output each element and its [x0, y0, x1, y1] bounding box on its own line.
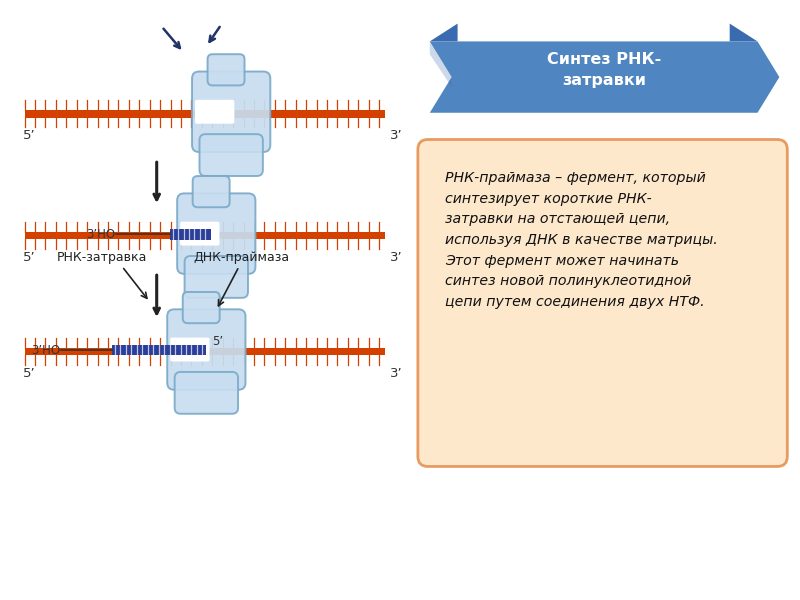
FancyBboxPatch shape [180, 221, 219, 245]
Bar [25, 348, 385, 355]
Text: 3’НО: 3’НО [86, 227, 115, 241]
FancyBboxPatch shape [418, 140, 787, 466]
FancyBboxPatch shape [174, 372, 238, 414]
Text: 3’: 3’ [390, 251, 402, 264]
Polygon shape [430, 23, 458, 41]
Bar [25, 232, 385, 239]
Polygon shape [430, 41, 452, 87]
Text: Синтез РНК-
затравки: Синтез РНК- затравки [547, 52, 662, 88]
FancyBboxPatch shape [207, 54, 245, 85]
FancyBboxPatch shape [192, 71, 270, 152]
FancyBboxPatch shape [167, 310, 246, 390]
Text: РНК-затравка: РНК-затравка [57, 251, 147, 265]
Bar [112, 344, 206, 355]
FancyBboxPatch shape [177, 193, 255, 274]
Text: 3’: 3’ [390, 367, 402, 380]
Bar [25, 110, 385, 118]
Polygon shape [730, 23, 758, 41]
FancyBboxPatch shape [195, 100, 234, 124]
Text: 5’: 5’ [22, 367, 35, 380]
FancyBboxPatch shape [182, 292, 220, 323]
Bar [170, 229, 211, 239]
Text: ДНК-праймаза: ДНК-праймаза [193, 251, 289, 265]
Text: РНК-праймаза – фермент, который
синтезирует короткие РНК-
затравки на отстающей : РНК-праймаза – фермент, который синтезир… [445, 171, 718, 309]
FancyBboxPatch shape [193, 176, 230, 207]
Text: 3’: 3’ [390, 129, 402, 142]
FancyBboxPatch shape [170, 338, 210, 362]
FancyBboxPatch shape [199, 134, 263, 176]
Polygon shape [430, 41, 779, 113]
Text: 5’: 5’ [22, 251, 35, 264]
Text: 5’: 5’ [22, 129, 35, 142]
Text: 5’: 5’ [212, 335, 223, 348]
FancyBboxPatch shape [185, 256, 248, 298]
Text: 3’НО: 3’НО [31, 344, 60, 356]
